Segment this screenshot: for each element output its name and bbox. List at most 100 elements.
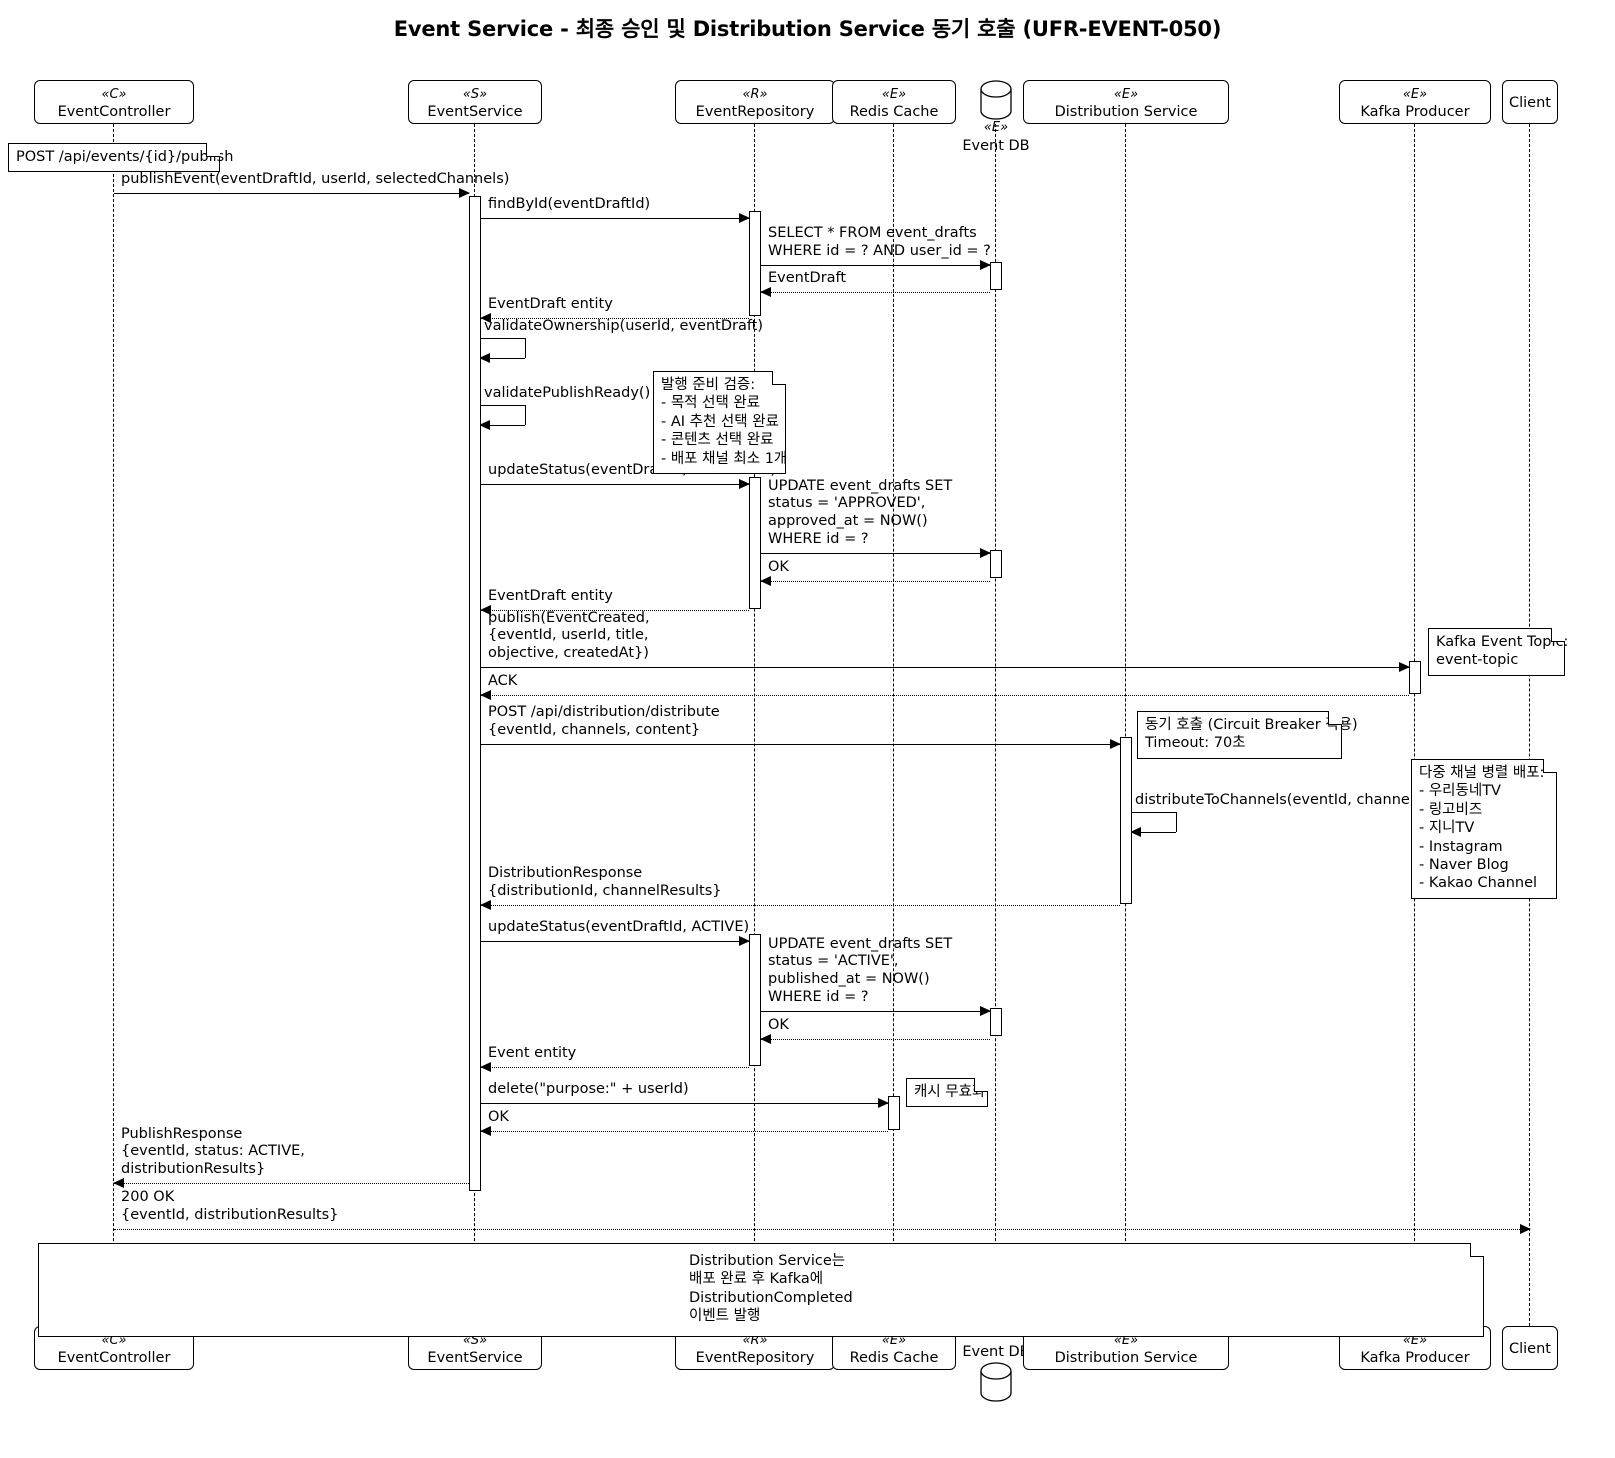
participant-stereotype: «C» <box>101 1333 127 1348</box>
participant-stereotype: «C» <box>101 87 127 102</box>
note-n2: 발행 준비 검증: - 목적 선택 완료 - AI 추천 선택 완료 - 콘텐츠… <box>653 371 788 475</box>
self-message-line-bottom <box>481 358 525 359</box>
message-label-m11: EventDraft entity <box>488 588 613 605</box>
participant-name: EventService <box>427 1350 523 1367</box>
message-label-m6: validateOwnership(userId, eventDraft) <box>484 318 764 334</box>
participant-head-service: «S» EventService <box>408 80 542 124</box>
activation-bar <box>749 477 761 609</box>
self-message-arrowhead <box>1130 827 1141 837</box>
message-arrowhead <box>480 900 491 910</box>
message-label-m5: EventDraft entity <box>488 296 613 313</box>
message-arrowhead <box>1399 662 1410 672</box>
self-message-line-side <box>525 338 526 358</box>
note-text: Kafka Event Topic: event-topic <box>1436 634 1569 669</box>
participant-stereotype: «R» <box>742 87 768 102</box>
message-line <box>481 1131 888 1132</box>
participant-name: EventService <box>427 104 523 121</box>
message-label-m13: ACK <box>488 673 518 690</box>
message-line <box>761 265 990 266</box>
message-label-m18: UPDATE event_drafts SET status = 'ACTIVE… <box>768 935 953 1005</box>
activation-bar <box>990 1008 1002 1036</box>
note-fold-corner <box>772 371 786 385</box>
participant-name: Event DB <box>962 137 1030 154</box>
message-label-m1: publishEvent(eventDraftId, userId, selec… <box>121 171 510 188</box>
participant-stereotype: «S» <box>462 1333 488 1348</box>
message-label-m23: PublishResponse {eventId, status: ACTIVE… <box>121 1125 305 1177</box>
participant-head-eventdb: «E» Event DB <box>956 80 1036 156</box>
note-fold-corner <box>1551 628 1565 642</box>
message-line <box>481 667 1409 668</box>
activation-bar <box>469 196 481 1191</box>
message-arrowhead <box>1520 1224 1531 1234</box>
participant-head-controller: «C» EventController <box>33 80 195 124</box>
self-message-m6 <box>479 338 527 363</box>
message-arrowhead <box>760 1034 771 1044</box>
participant-name: EventRepository <box>695 104 815 121</box>
participant-name: EventController <box>57 1350 171 1367</box>
self-message-line-bottom <box>1132 832 1176 833</box>
participant-name: Kafka Producer <box>1360 104 1470 121</box>
self-message-line-top <box>481 405 525 406</box>
note-n4: 동기 호출 (Circuit Breaker 적용) Timeout: 70초 <box>1137 711 1358 759</box>
message-arrowhead <box>878 1098 889 1108</box>
message-line <box>481 695 1409 696</box>
message-line <box>761 1011 990 1012</box>
participant-stereotype: «S» <box>462 87 488 102</box>
message-line <box>481 1067 749 1068</box>
note-text: 동기 호출 (Circuit Breaker 적용) Timeout: 70초 <box>1145 717 1358 752</box>
note-fold-corner <box>1470 1243 1484 1257</box>
participant-name: Redis Cache <box>849 104 939 121</box>
message-line <box>761 553 990 554</box>
message-arrowhead <box>480 1126 491 1136</box>
note-n6: 캐시 무효화 <box>906 1078 988 1108</box>
participant-stereotype: «E» <box>1402 87 1428 102</box>
message-arrowhead <box>739 479 750 489</box>
self-message-arrowhead <box>479 353 490 363</box>
lifeline-client <box>1529 124 1531 1326</box>
participant-stereotype: «R» <box>742 1333 768 1348</box>
message-arrowhead <box>760 287 771 297</box>
message-label-m16: DistributionResponse {distributionId, ch… <box>488 865 722 900</box>
participant-name: Redis Cache <box>849 1350 939 1367</box>
message-arrowhead <box>459 188 470 198</box>
message-arrowhead <box>480 690 491 700</box>
self-message-line-top <box>481 338 525 339</box>
message-label-m10: OK <box>768 559 789 576</box>
note-n1: POST /api/events/{id}/publish <box>8 143 233 173</box>
participant-head-redis: «E» Redis Cache <box>831 80 957 124</box>
self-message-m15 <box>1130 812 1178 837</box>
message-arrowhead <box>980 548 991 558</box>
message-line <box>761 581 990 582</box>
note-text: 발행 준비 검증: - 목적 선택 완료 - AI 추천 선택 완료 - 콘텐츠… <box>661 377 788 467</box>
message-line <box>481 941 749 942</box>
message-arrowhead <box>480 313 491 323</box>
message-line <box>481 218 749 219</box>
participant-stereotype: «E» <box>881 1333 907 1348</box>
message-label-m17: updateStatus(eventDraftId, ACTIVE) <box>488 919 750 936</box>
database-cylinder-icon <box>980 80 1012 120</box>
activation-bar <box>749 211 761 316</box>
message-arrowhead <box>980 260 991 270</box>
participant-stereotype: «E» <box>1113 87 1139 102</box>
participant-stereotype: «E» <box>881 87 907 102</box>
participant-name: EventController <box>57 104 171 121</box>
message-label-m2: findById(eventDraftId) <box>488 196 651 213</box>
message-arrowhead <box>480 1062 491 1072</box>
message-line <box>761 1039 990 1040</box>
activation-bar <box>990 262 1002 290</box>
participant-label: «E» Event DB <box>956 120 1036 156</box>
message-arrowhead <box>739 213 750 223</box>
lifeline-kafka <box>1414 124 1416 1326</box>
note-fold-corner <box>974 1078 988 1092</box>
participant-stereotype: «E» <box>1113 1333 1139 1348</box>
lifeline-controller <box>113 124 115 1326</box>
lifeline-repository <box>754 124 756 1326</box>
self-message-m7 <box>479 405 527 430</box>
message-line <box>481 905 1120 906</box>
participant-head-distribution: «E» Distribution Service <box>1023 80 1229 124</box>
message-label-m21: delete("purpose:" + userId) <box>488 1081 689 1098</box>
participant-head-repository: «R» EventRepository <box>674 80 836 124</box>
message-arrowhead <box>739 936 750 946</box>
participant-name: EventRepository <box>695 1350 815 1367</box>
